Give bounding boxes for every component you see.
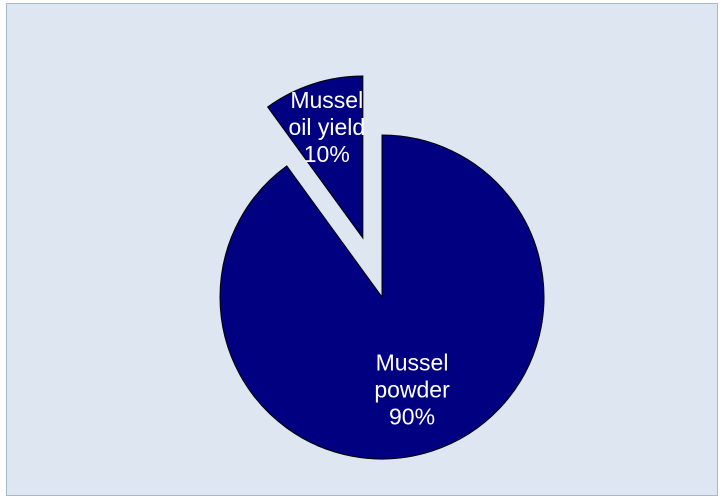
pie-slice-1 <box>266 75 364 240</box>
pie-slice-label-line: Mussel <box>290 87 363 113</box>
pie-slice-label-line: 90% <box>389 403 435 429</box>
chart-area: Mussel oil yield 10% Mussel powder 90% <box>6 3 718 496</box>
pie-slice-2 <box>219 134 545 460</box>
pie-slice-label-line: powder <box>374 376 450 402</box>
pie-slice-label-1: Mussel oil yield 10% <box>288 87 365 167</box>
pie-slice-label-line: oil yield <box>288 114 365 140</box>
pie-slice-label-line: Mussel <box>376 349 449 375</box>
pie-slice-label-line: 10% <box>304 141 350 167</box>
pie-chart: Mussel oil yield 10%Mussel powder 90% <box>219 75 545 460</box>
pie-slice-label-2: Mussel powder 90% <box>374 349 450 429</box>
